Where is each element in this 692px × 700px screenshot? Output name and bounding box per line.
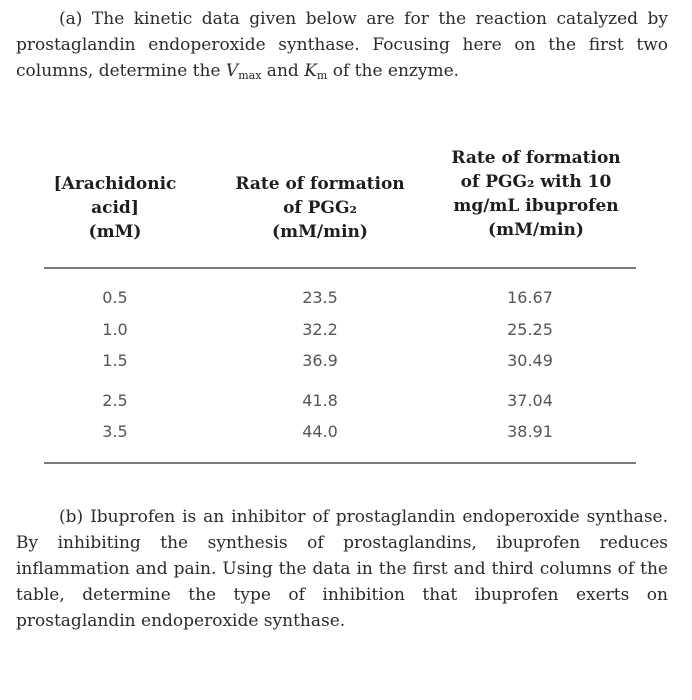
vmax-subscript: max <box>238 69 262 82</box>
cell-arachidonic-3: 1.5 <box>102 351 128 370</box>
part-a-label: (a) <box>59 9 83 29</box>
km-subscript: m <box>316 69 328 82</box>
part-a-paragraph: (a) The kinetic data given below are for… <box>16 6 668 84</box>
header-line: of PGG₂ with 10 <box>460 172 612 192</box>
cell-arachidonic-1: 0.5 <box>102 288 128 307</box>
cell-rate-ibuprofen-5: 38.91 <box>507 422 553 441</box>
cell-rate-1: 23.5 <box>302 288 338 307</box>
header-line: (mM/min) <box>272 222 368 242</box>
cell-rate-4: 41.8 <box>302 391 338 410</box>
part-b-label: (b) <box>59 507 84 527</box>
cell-rate-ibuprofen-2: 25.25 <box>507 320 553 339</box>
header-line: Rate of formation <box>451 148 621 168</box>
cell-arachidonic-4: 2.5 <box>102 391 128 410</box>
vmax-symbol: V <box>225 61 239 81</box>
km-symbol: K <box>304 61 317 81</box>
header-line: of PGG₂ <box>283 198 357 218</box>
part-a-text-1: The kinetic data given below are for the… <box>16 9 668 81</box>
cell-rate-5: 44.0 <box>302 422 338 441</box>
cell-arachidonic-5: 3.5 <box>102 422 128 441</box>
header-line: mg/mL ibuprofen <box>453 196 619 216</box>
header-line: Rate of formation <box>235 174 405 194</box>
header-rate-pgg2-ibuprofen: Rate of formation of PGG₂ with 10 mg/mL … <box>430 146 642 242</box>
part-b-text: Ibuprofen is an inhibitor of prostagland… <box>16 507 669 631</box>
part-a-text-2: and <box>261 61 305 81</box>
header-rate-pgg2: Rate of formation of PGG₂ (mM/min) <box>210 172 430 244</box>
header-line: [Arachidonic <box>53 174 177 194</box>
cell-rate-ibuprofen-4: 37.04 <box>507 391 553 410</box>
table-top-rule <box>44 267 636 269</box>
header-line: (mM) <box>88 222 142 242</box>
part-b-paragraph: (b) Ibuprofen is an inhibitor of prostag… <box>16 504 668 634</box>
cell-rate-3: 36.9 <box>302 351 338 370</box>
cell-rate-ibuprofen-3: 30.49 <box>507 351 553 370</box>
header-line: acid] <box>91 198 139 218</box>
header-arachidonic-acid: [Arachidonic acid] (mM) <box>30 172 200 244</box>
header-line: (mM/min) <box>488 220 584 240</box>
table-bottom-rule <box>44 462 636 464</box>
cell-arachidonic-2: 1.0 <box>102 320 128 339</box>
cell-rate-2: 32.2 <box>302 320 338 339</box>
cell-rate-ibuprofen-1: 16.67 <box>507 288 553 307</box>
part-a-text-3: of the enzyme. <box>327 61 460 81</box>
